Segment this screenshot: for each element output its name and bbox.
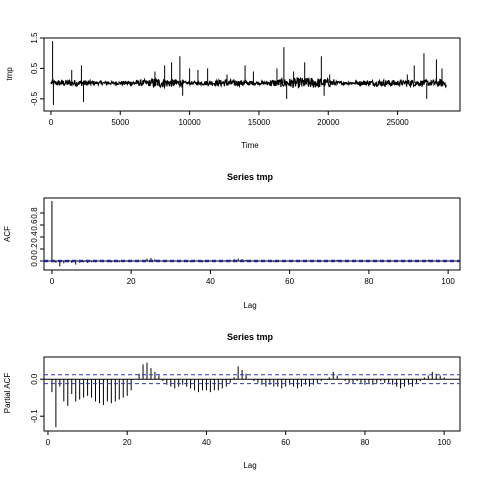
acf-bars [44, 201, 460, 267]
timeseries-line [50, 76, 447, 90]
y-tick-label: 0.5 [30, 62, 39, 74]
pacf-y-label: Partial ACF [3, 373, 12, 414]
x-tick-label: 40 [202, 438, 211, 447]
y-tick-label: 0.4 [30, 231, 39, 243]
timeseries-panel: 0 5000 10000 15000 20000 25000 -0.5 0.5 1.5 Tim… [5, 32, 461, 150]
acf-panel: Series tmp 0 20 40 60 80 100 0.00.20.40.60.8 … [3, 172, 461, 310]
pacf-title: Series tmp [227, 332, 274, 342]
timeseries-y-ticks: -0.5 0.5 1.5 [30, 32, 44, 106]
y-tick-label: -0.5 [30, 91, 39, 105]
x-tick-label: 20000 [317, 118, 340, 127]
x-tick-label: 15000 [248, 118, 271, 127]
acf-x-label: Lag [243, 301, 256, 310]
timeseries-x-label: Time [241, 141, 259, 150]
y-tick-label: 1.5 [30, 32, 39, 44]
y-tick-label: 0.8 [30, 207, 39, 219]
y-tick-label: 0.0 [30, 373, 39, 385]
x-tick-label: 40 [206, 277, 215, 286]
y-tick-label: 0.6 [30, 219, 39, 231]
y-tick-label: -0.1 [30, 409, 39, 423]
pacf-plot-frame [43, 356, 461, 432]
x-tick-label: 100 [437, 438, 451, 447]
timeseries-x-ticks: 0 5000 10000 15000 20000 25000 [49, 111, 409, 127]
timeseries-y-label: tmp [5, 67, 14, 81]
x-tick-label: 20 [127, 277, 136, 286]
pacf-x-ticks: 0 20 40 60 80 100 [46, 431, 451, 447]
x-tick-label: 5000 [111, 118, 129, 127]
x-tick-label: 20 [123, 438, 132, 447]
y-tick-label: 0.0 [30, 255, 39, 267]
x-tick-label: 100 [441, 277, 455, 286]
acf-y-label: ACF [3, 226, 12, 242]
x-tick-label: 0 [49, 118, 54, 127]
acf-x-ticks: 0 20 40 60 80 100 [50, 270, 455, 286]
x-tick-label: 0 [46, 438, 51, 447]
timeseries-plot-frame [43, 37, 461, 112]
pacf-bars [44, 362, 460, 428]
x-tick-label: 60 [281, 438, 290, 447]
x-tick-label: 80 [364, 277, 373, 286]
x-tick-label: 0 [50, 277, 55, 286]
pacf-y-ticks: -0.1 0.0 [30, 373, 44, 423]
y-tick-label: 0.2 [30, 243, 39, 255]
x-tick-label: 25000 [386, 118, 409, 127]
pacf-x-label: Lag [243, 461, 256, 470]
acf-y-ticks: 0.00.20.40.60.8 [30, 207, 44, 267]
timeseries-series [50, 41, 447, 105]
acf-title: Series tmp [227, 172, 274, 182]
acf-plot-frame [43, 197, 461, 271]
pacf-panel: Series tmp 0 20 40 60 80 100 -0.1 0.0 Lag Part… [3, 332, 461, 470]
x-tick-label: 60 [285, 277, 294, 286]
x-tick-label: 80 [360, 438, 369, 447]
x-tick-label: 10000 [178, 118, 201, 127]
